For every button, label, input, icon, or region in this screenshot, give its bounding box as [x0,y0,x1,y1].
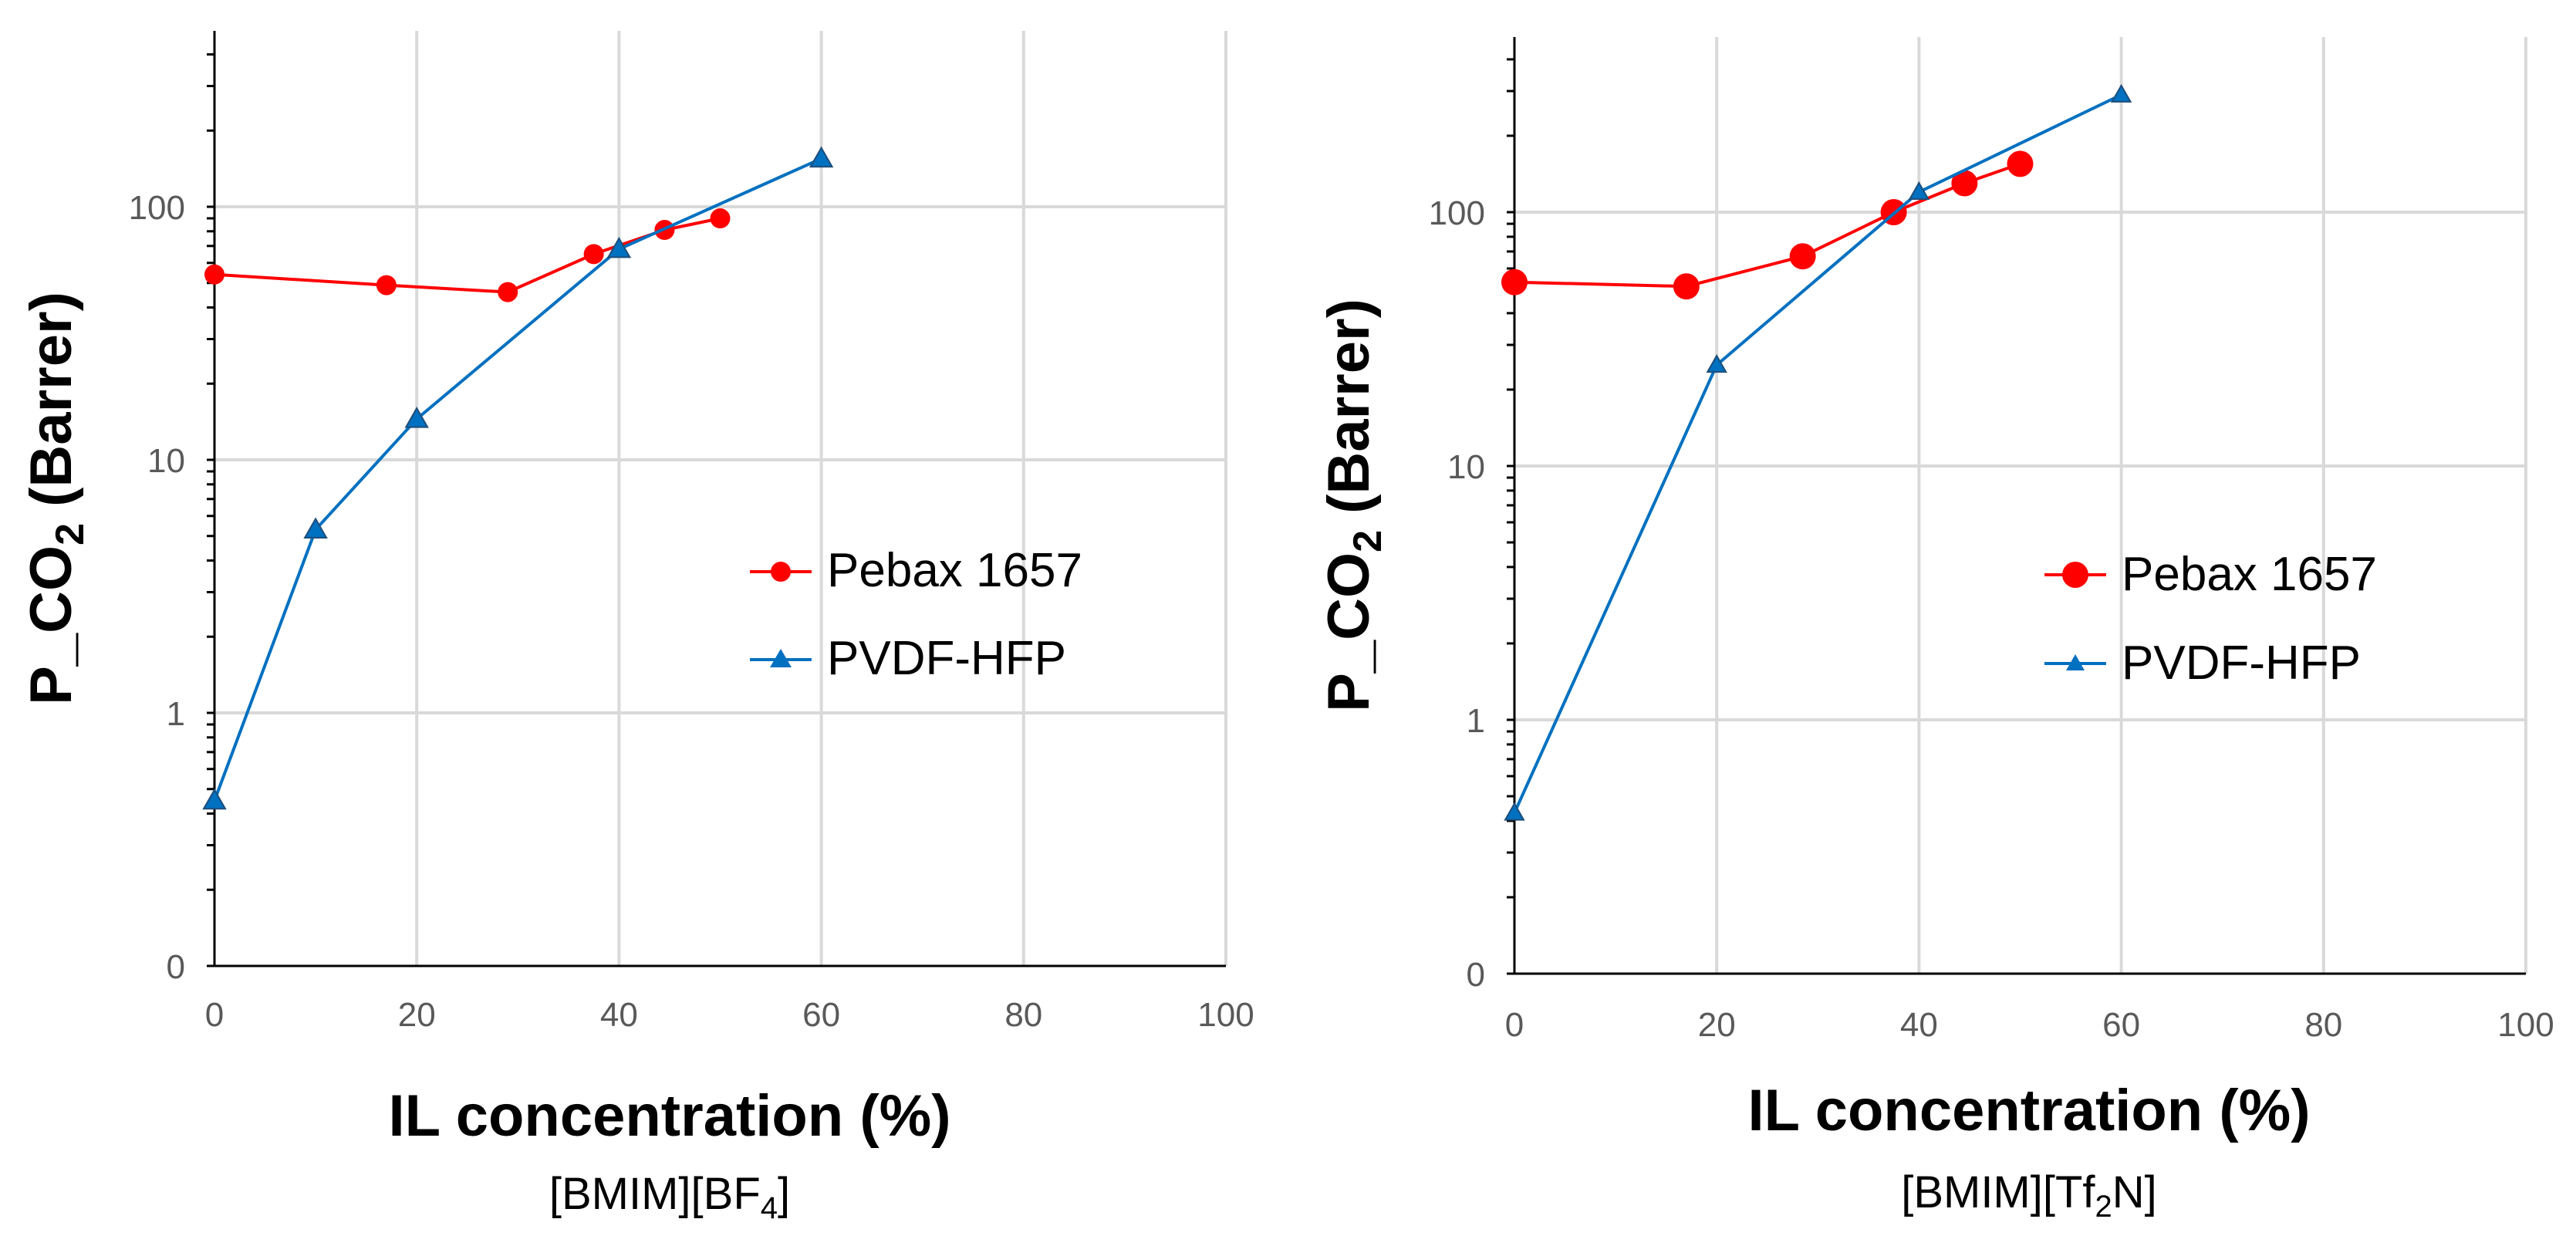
y-axis-title-base: P_CO [1316,552,1382,712]
pebax-data-point [1673,273,1700,300]
pebax-data-point [1789,243,1816,270]
x-tick-label: 60 [802,996,840,1034]
pvdf-data-point [1504,802,1525,821]
series-tf2n [1501,83,2132,821]
x-tick-labels-tf2n: 0 20 40 60 80 100 [1505,1006,2554,1044]
x-tick-label: 60 [2102,1006,2140,1044]
pvdf-data-point [2110,83,2132,103]
x-tick-label: 20 [398,996,436,1034]
x-tick-label: 80 [2304,1006,2342,1044]
pvdf-data-point [809,146,834,168]
y-axis-title-sub: 2 [48,523,93,545]
legend-label-pebax: Pebax 1657 [827,544,1082,597]
y-tick-label: 0 [167,948,185,986]
pebax-series-line [1514,162,2021,289]
subtitle-base: [BMIM][Tf [1901,1167,2095,1217]
y-ticks-bf4 [207,53,214,967]
y-axis-title: P_CO2 (Barrer) [1316,299,1390,712]
legend-marker-pebax [2062,562,2088,588]
x-axis-title: IL concentration (%) [1747,1078,2310,1143]
legend-bf4: Pebax 1657 PVDF-HFP [750,544,1082,685]
pebax-data-point [498,282,518,302]
pebax-data-point [1501,268,1528,295]
x-tick-label: 40 [1900,1006,1938,1044]
y-axis-title-base: P_CO [19,545,84,705]
y-tick-label: 1 [167,695,185,733]
x-tick-label: 100 [1197,996,1254,1034]
pebax-data-point [583,244,604,265]
y-tick-label: 1 [1467,702,1485,740]
chart-bf4: 0 20 40 60 80 100 0 1 10 100 Pebax 1657 … [19,31,1254,1225]
pvdf-series-line [213,157,822,802]
pvdf-data-point [1908,181,1930,200]
y-tick-labels-bf4: 0 1 10 100 [129,189,185,986]
legend-label-pvdf: PVDF-HFP [2122,637,2361,690]
x-tick-label: 0 [1505,1006,1524,1044]
subtitle-tail: N] [2112,1167,2157,1217]
y-axis-title-tail: (Barrer) [19,292,84,523]
gridlines-bf4 [214,31,1227,966]
gridlines-tf2n [1514,37,2527,974]
pebax-series-line [214,217,721,294]
x-tick-label: 80 [1004,996,1042,1034]
legend-marker-pvdf [2066,654,2085,670]
pvdf-data-point [404,407,429,428]
legend-marker-pebax [771,562,791,582]
x-tick-label: 40 [600,996,638,1034]
plot-frame-bf4 [213,31,1226,967]
x-tick-label: 0 [205,996,224,1034]
x-axis-title: IL concentration (%) [388,1083,950,1149]
pebax-data-point [1951,170,1978,197]
subtitle-sub: 4 [761,1191,778,1225]
y-tick-label: 10 [147,442,185,480]
pvdf-data-point [202,788,227,810]
pvdf-data-point [606,236,632,258]
series-bf4 [202,146,834,810]
x-tick-label: 100 [2497,1006,2554,1044]
x-tick-label: 20 [1698,1006,1736,1044]
pvdf-data-point [1706,354,1727,373]
chart-subtitle: [BMIM][Tf2N] [1901,1167,2157,1224]
pebax-data-point [376,275,397,295]
chart-tf2n: 0 20 40 60 80 100 0 1 10 100 Pebax 1657 … [1316,37,2554,1224]
pebax-data-point [710,208,731,229]
y-tick-label: 10 [1447,448,1485,486]
chart-subtitle: [BMIM][BF4] [549,1169,790,1225]
pebax-data-point [2007,150,2034,177]
pvdf-series-line [1513,93,2122,814]
y-tick-labels-tf2n: 0 1 10 100 [1429,194,1485,994]
y-tick-label: 100 [129,189,185,227]
plot-frame-tf2n [1513,37,2526,975]
y-axis-title: P_CO2 (Barrer) [19,292,93,705]
legend-tf2n: Pebax 1657 PVDF-HFP [2044,548,2377,690]
subtitle-base: [BMIM][BF [549,1169,761,1219]
pvdf-data-point [303,517,328,539]
legend-label-pvdf: PVDF-HFP [827,632,1066,685]
subtitle-sub: 2 [2095,1190,2112,1224]
x-tick-labels-bf4: 0 20 40 60 80 100 [205,996,1254,1034]
y-axis-title-tail: (Barrer) [1316,299,1382,530]
y-axis-title-sub: 2 [1345,530,1390,552]
legend-marker-pvdf [770,649,792,667]
pebax-data-point [204,264,225,285]
y-tick-label: 100 [1429,194,1485,232]
legend-label-pebax: Pebax 1657 [2122,548,2377,601]
y-tick-label: 0 [1467,956,1485,994]
subtitle-tail: ] [778,1169,790,1219]
